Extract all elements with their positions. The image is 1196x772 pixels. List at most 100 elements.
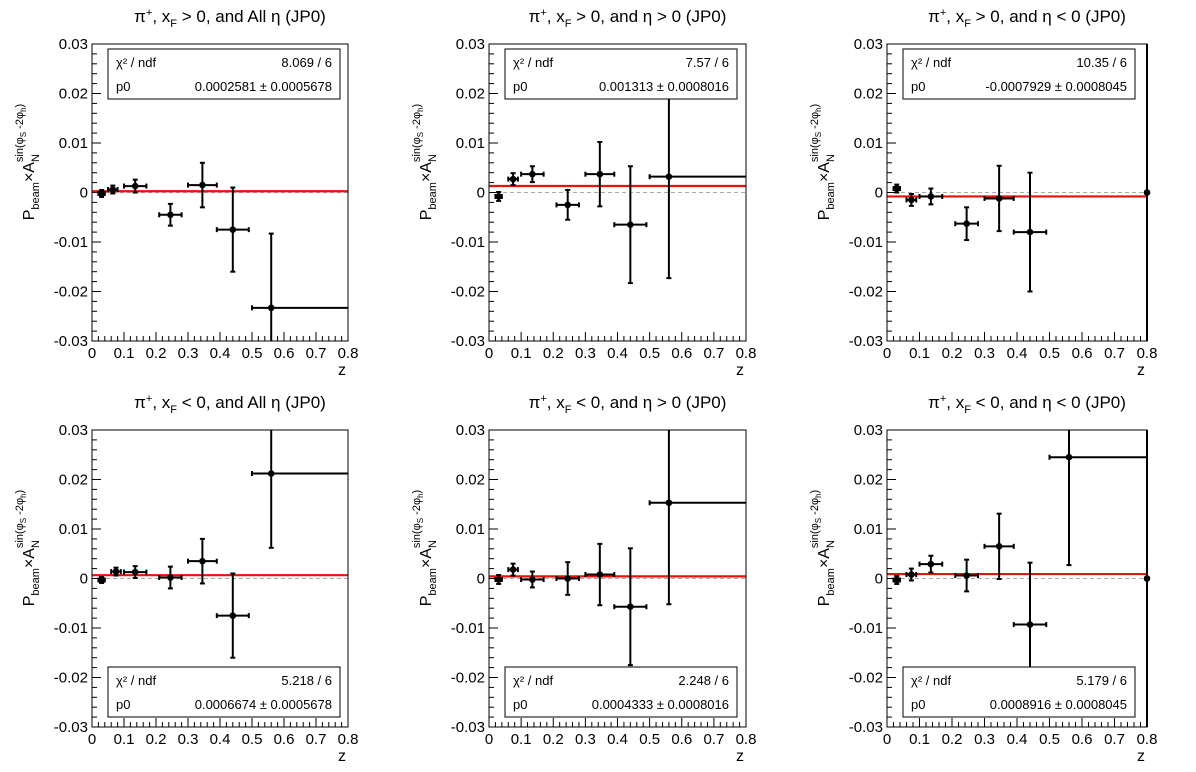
data-point-group (123, 178, 148, 194)
data-point-group (215, 186, 250, 273)
data-point (131, 568, 139, 576)
data-point (627, 221, 634, 228)
x-tick-label: 0.5 (1039, 345, 1060, 362)
data-point (963, 572, 970, 579)
stat-box-frame (107, 48, 341, 100)
stat-box-frame (902, 48, 1136, 100)
y-tick-label: 0.02 (456, 472, 485, 489)
chart-title: π+, xF > 0, and All η (JP0) (134, 7, 326, 30)
x-tick-label: 0.3 (575, 731, 596, 748)
stat-p0-label: p0 (116, 79, 130, 94)
plot-frame (91, 43, 349, 342)
data-point-group (555, 189, 580, 221)
x-tick-label: 0.4 (607, 731, 628, 748)
x-tick-label: 0.8 (338, 731, 359, 748)
stat-box: χ² / ndf 7.57 / 6 p0 0.001313 ± 0.0008016 (504, 48, 738, 100)
data-point (665, 173, 673, 180)
data-point-group (215, 572, 250, 659)
y-tick-label: 0 (80, 571, 88, 588)
y-axis-label: Pbeam×ANsin(φS -2φh) (809, 104, 837, 220)
stat-chi2-value: 2.248 / 6 (678, 673, 729, 688)
x-tick-label: 0.6 (671, 731, 692, 748)
stat-chi2-label: χ² / ndf (116, 673, 156, 688)
data-point-group (918, 187, 944, 206)
data-point (509, 566, 517, 573)
data-point (627, 603, 634, 611)
data-point-group (520, 165, 545, 184)
stat-box: χ² / ndf 10.35 / 6 p0 -0.0007929 ± 0.000804… (902, 48, 1136, 100)
x-tick-label: 0.4 (1007, 345, 1028, 362)
y-tick-label: -0.02 (54, 284, 88, 301)
stat-box: χ² / ndf 2.248 / 6 p0 0.0004333 ± 0.0008016 (504, 666, 738, 718)
x-tick-label: 0 (88, 731, 96, 748)
y-tick-label: 0 (875, 571, 883, 588)
y-tick-label: 0.03 (59, 36, 88, 53)
x-tick-label: 0.3 (178, 345, 199, 362)
data-point (596, 170, 604, 178)
data-point-group (251, 232, 348, 341)
y-tick-label: 0.02 (854, 86, 883, 103)
y-tick-label: 0.01 (854, 135, 883, 152)
x-tick-label: 0.2 (146, 345, 167, 362)
stat-chi2-label: χ² / ndf (513, 673, 553, 688)
stat-chi2-label: χ² / ndf (513, 55, 553, 70)
x-tick-label: 0.4 (607, 345, 628, 362)
y-tick-label: -0.01 (451, 234, 485, 251)
data-point-group (187, 537, 218, 585)
x-tick-label: 0.2 (942, 731, 963, 748)
plot-frame (488, 429, 747, 728)
data-point (199, 557, 206, 565)
stat-p0-label: p0 (911, 79, 925, 94)
stat-chi2-value: 10.35 / 6 (1076, 55, 1127, 70)
y-tick-label: -0.01 (54, 620, 88, 637)
x-tick-label: 0 (883, 731, 891, 748)
y-tick-label: 0.03 (854, 422, 883, 439)
stat-p0-label: p0 (513, 79, 527, 94)
data-point (109, 186, 117, 193)
data-point-group (507, 172, 519, 187)
y-axis-label: Pbeam×ANsin(φS -2φh) (411, 490, 439, 606)
data-point (267, 470, 275, 477)
data-point-group (613, 165, 648, 285)
x-tick-label: 0.7 (1104, 345, 1125, 362)
stat-box-frame (107, 666, 341, 718)
x-tick-label: 0 (883, 345, 891, 362)
chart-title: π+, xF < 0, and All η (JP0) (134, 393, 326, 416)
y-tick-label: 0 (80, 185, 88, 202)
y-tick-label: -0.01 (54, 234, 88, 251)
data-point-group (1048, 430, 1147, 567)
x-tick-label: 0.1 (511, 345, 532, 362)
plot-frame (488, 43, 747, 342)
chart-panel-6: π+, xF < 0, and η < 0 (JP0) 0 0.1 0.2 0.3 0.4… (809, 393, 1157, 765)
stat-box-frame (902, 666, 1136, 718)
data-point-group (494, 191, 503, 202)
x-tick-label: 0.4 (210, 731, 231, 748)
y-tick-label: 0 (477, 185, 485, 202)
y-tick-label: 0.03 (456, 36, 485, 53)
data-point (495, 576, 502, 583)
y-axis-label: Pbeam×ANsin(φS -2φh) (809, 490, 837, 606)
stat-box: χ² / ndf 5.218 / 6 p0 0.0006674 ± 0.0005678 (107, 666, 341, 718)
data-point (665, 499, 673, 507)
x-tick-label: 0.1 (909, 345, 930, 362)
x-tick-label: 0.7 (306, 345, 327, 362)
x-tick-label: 0.2 (146, 731, 167, 748)
stat-p0-label: p0 (911, 697, 925, 712)
data-point (995, 543, 1003, 550)
x-axis-label: z (338, 748, 346, 765)
chart-title: π+, xF > 0, and η > 0 (JP0) (529, 7, 727, 30)
x-tick-label: 0.6 (671, 345, 692, 362)
data-point (1026, 228, 1034, 236)
chart-panel-5: π+, xF < 0, and η > 0 (JP0) 0 0.1 0.2 0.3 0.4… (411, 393, 756, 765)
data-point (564, 201, 572, 209)
y-tick-label: -0.01 (849, 620, 883, 637)
x-tick-label: 0.5 (639, 731, 660, 748)
data-point-group (918, 554, 944, 574)
x-tick-label: 0.8 (1137, 345, 1158, 362)
data-point-group (892, 575, 901, 585)
data-point-group (954, 558, 979, 593)
data-point (529, 170, 536, 178)
data-point (995, 195, 1003, 202)
x-tick-label: 0.7 (703, 345, 724, 362)
